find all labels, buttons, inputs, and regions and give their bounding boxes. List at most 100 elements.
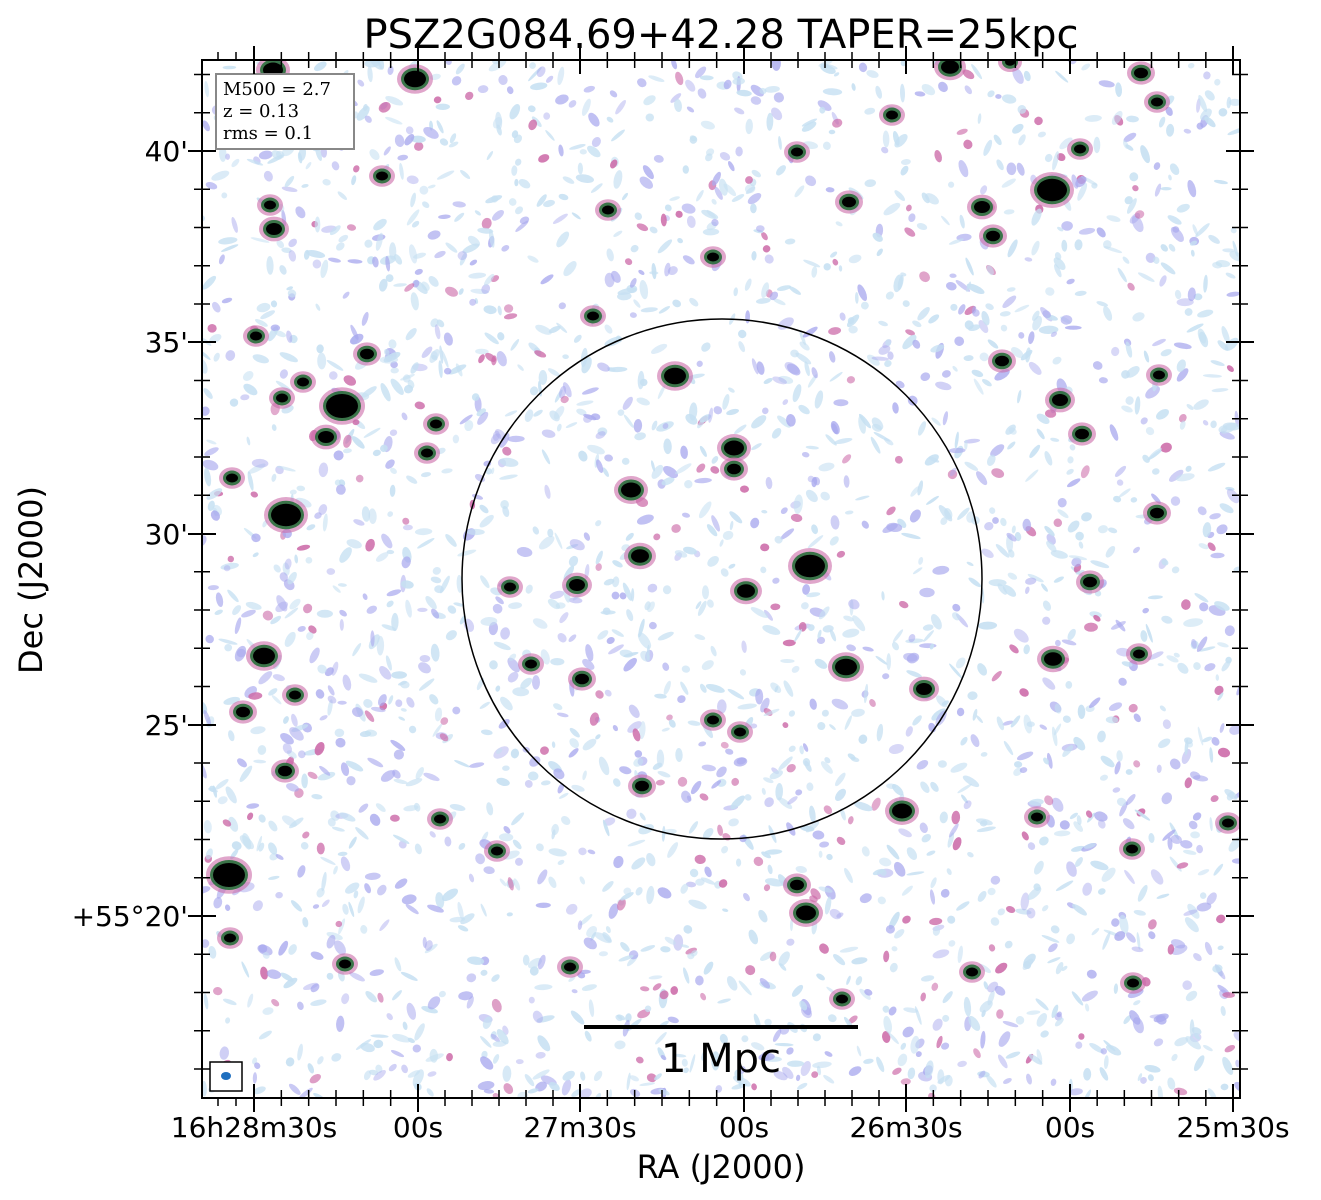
- noise-blob: [702, 828, 714, 839]
- noise-blob: [1126, 115, 1139, 123]
- noise-blob: [662, 662, 670, 671]
- noise-blob: [907, 1067, 916, 1080]
- noise-blob: [738, 980, 752, 996]
- noise-blob: [1167, 944, 1175, 955]
- noise-blob: [1101, 867, 1116, 882]
- noise-blob: [651, 263, 657, 280]
- noise-blob: [622, 582, 632, 601]
- noise-blob: [685, 79, 696, 92]
- noise-blob: [364, 710, 375, 722]
- noise-blob: [1156, 893, 1170, 899]
- noise-blob: [540, 746, 549, 755]
- noise-blob: [963, 139, 973, 150]
- noise-blob: [202, 349, 211, 360]
- noise-blob: [1207, 462, 1226, 472]
- noise-blob: [332, 826, 345, 832]
- noise-blob: [1048, 943, 1058, 953]
- noise-blob: [1156, 408, 1169, 420]
- noise-blob: [816, 1065, 822, 1076]
- noise-blob: [444, 367, 452, 375]
- noise-blob: [1042, 310, 1051, 319]
- noise-blob: [1202, 522, 1212, 538]
- noise-blob: [751, 251, 757, 261]
- noise-blob: [959, 214, 965, 229]
- noise-blob: [658, 306, 670, 314]
- noise-blob: [661, 727, 670, 732]
- x-axis-label: RA (J2000): [637, 1148, 806, 1186]
- noise-blob: [1218, 108, 1228, 117]
- noise-blob: [1039, 836, 1049, 846]
- noise-blob: [604, 689, 612, 697]
- noise-blob: [1217, 747, 1231, 758]
- noise-blob: [392, 1033, 411, 1043]
- noise-blob: [872, 232, 883, 242]
- noise-blob: [761, 282, 770, 299]
- noise-blob: [370, 1034, 389, 1038]
- noise-blob: [401, 894, 417, 905]
- noise-blob: [686, 215, 696, 228]
- noise-blob: [634, 212, 643, 220]
- noise-blob: [935, 381, 952, 391]
- noise-blob: [485, 195, 503, 204]
- noise-blob: [1087, 812, 1096, 823]
- noise-blob: [612, 576, 620, 588]
- noise-blob: [301, 183, 309, 188]
- noise-blob: [901, 532, 921, 540]
- noise-blob: [787, 363, 801, 376]
- noise-blob: [1220, 422, 1238, 434]
- noise-blob: [1209, 817, 1213, 832]
- noise-blob: [807, 624, 815, 631]
- noise-blob: [341, 993, 350, 1005]
- noise-blob: [876, 723, 884, 742]
- noise-blob: [660, 213, 667, 227]
- noise-blob: [520, 677, 533, 689]
- noise-blob: [336, 1015, 345, 1032]
- x-tick-label: 26m30s: [849, 1111, 962, 1144]
- noise-blob: [995, 543, 1010, 558]
- noise-blob: [1224, 1044, 1236, 1053]
- noise-blob: [710, 645, 717, 657]
- noise-blob: [844, 510, 854, 515]
- noise-blob: [271, 695, 282, 705]
- noise-blob: [819, 106, 826, 114]
- noise-blob: [496, 124, 502, 136]
- noise-blob: [683, 925, 693, 934]
- noise-blob: [932, 949, 950, 959]
- noise-blob: [351, 175, 357, 186]
- noise-blob: [1153, 162, 1161, 170]
- noise-blob: [763, 378, 773, 384]
- noise-blob: [646, 885, 655, 905]
- noise-blob: [1057, 498, 1067, 508]
- radio-source: [423, 413, 449, 435]
- source-layer: [206, 60, 1240, 1010]
- noise-blob: [496, 777, 510, 786]
- noise-blob: [427, 904, 444, 913]
- noise-blob: [363, 1070, 372, 1081]
- noise-blob: [1004, 940, 1013, 949]
- noise-blob: [513, 878, 521, 891]
- noise-blob: [625, 532, 634, 541]
- noise-blob: [1121, 370, 1130, 379]
- noise-blob: [1186, 323, 1204, 333]
- noise-blob: [387, 511, 394, 517]
- noise-blob: [266, 256, 274, 275]
- radio-source: [595, 199, 621, 221]
- noise-blob: [1148, 931, 1156, 940]
- noise-blob: [886, 844, 900, 860]
- noise-blob: [1003, 740, 1014, 756]
- noise-blob: [581, 98, 591, 116]
- noise-blob: [430, 318, 439, 328]
- noise-blob: [271, 473, 277, 482]
- noise-blob: [842, 628, 860, 638]
- noise-blob: [871, 797, 881, 811]
- noise-blob: [971, 369, 984, 378]
- noise-blob: [610, 159, 618, 169]
- noise-blob: [795, 865, 808, 874]
- noise-blob: [812, 1061, 832, 1069]
- noise-blob: [667, 842, 679, 858]
- noise-blob: [240, 394, 250, 401]
- noise-blob: [762, 625, 781, 635]
- noise-blob: [1021, 831, 1029, 841]
- noise-blob: [1014, 532, 1022, 542]
- noise-blob: [760, 951, 774, 962]
